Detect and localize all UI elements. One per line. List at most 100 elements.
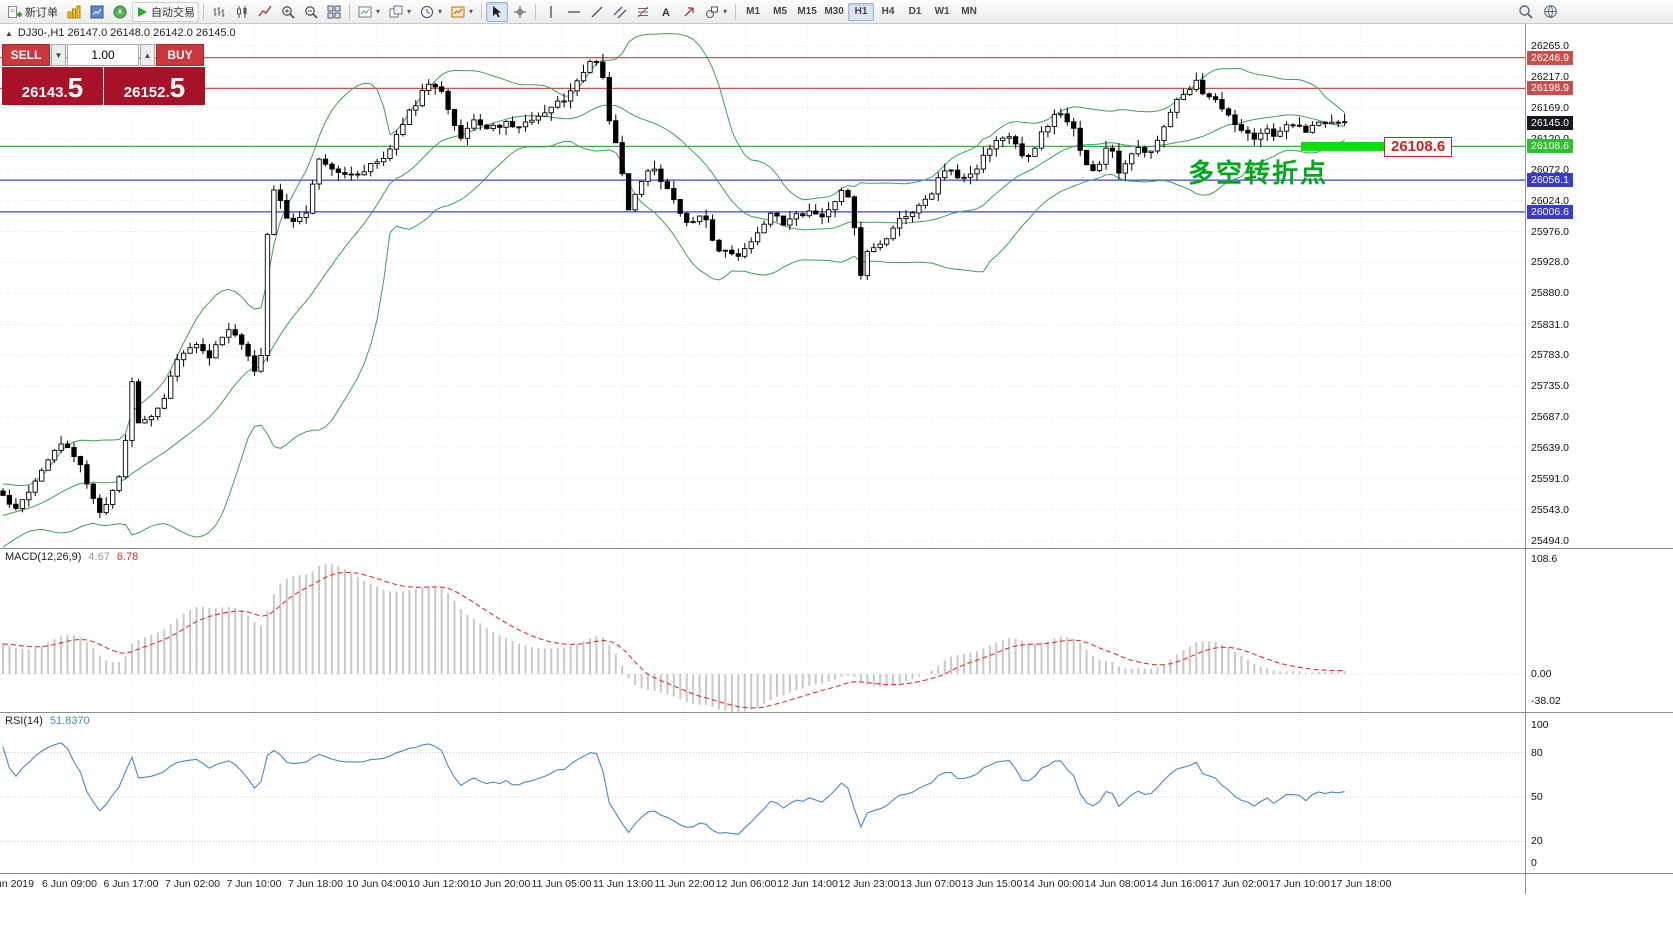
timeframe-button-m5[interactable]: M5 bbox=[767, 3, 793, 21]
macd-header: MACD(12,26,9) 4.67 6.78 bbox=[5, 551, 138, 563]
volume-input[interactable] bbox=[67, 44, 139, 66]
shapes-icon bbox=[706, 6, 719, 18]
time-axis[interactable]: 5 Jun 2019 6 Jun 09:00 6 Jun 17:00 7 Jun 02… bbox=[0, 874, 1673, 894]
time-axis-label: 11 Jun 13:00 bbox=[593, 878, 653, 890]
macd-main-value: 4.67 bbox=[88, 551, 110, 563]
zoom-in-icon bbox=[282, 5, 295, 19]
community-button[interactable] bbox=[1539, 2, 1562, 22]
rsi-axis-label: 50 bbox=[1531, 791, 1543, 803]
rsi-header: RSI(14) 51.8370 bbox=[5, 715, 90, 727]
sell-price-display[interactable]: 26143. 5 bbox=[2, 67, 103, 105]
time-axis-label: 13 Jun 07:00 bbox=[900, 878, 961, 890]
vertical-line-icon bbox=[550, 5, 552, 18]
text-tool-button[interactable]: A bbox=[655, 2, 677, 22]
candlestick-chart-icon bbox=[237, 5, 247, 18]
macd-axis-label: -38.02 bbox=[1531, 695, 1561, 707]
timeframe-button-d1[interactable]: D1 bbox=[902, 3, 928, 21]
zoom-in-button[interactable] bbox=[277, 2, 299, 22]
new-order-button[interactable]: 新订单 bbox=[3, 2, 62, 22]
macd-signal-value: 6.78 bbox=[116, 551, 139, 563]
crosshair-tool-button[interactable] bbox=[509, 2, 531, 22]
toolbar-separator bbox=[535, 3, 537, 20]
toolbar-separator bbox=[349, 3, 350, 20]
rsi-chart[interactable] bbox=[0, 713, 1525, 873]
candlestick-chart[interactable] bbox=[0, 24, 1525, 548]
periods-button[interactable]: ▾ bbox=[416, 2, 446, 22]
price-axis-label: 25928.0 bbox=[1531, 256, 1569, 268]
rsi-axis-label: 0 bbox=[1531, 857, 1537, 869]
zoom-out-button[interactable] bbox=[300, 2, 322, 22]
autotrade-label: 自动交易 bbox=[151, 6, 195, 19]
volume-down-button[interactable]: ▼ bbox=[51, 44, 66, 66]
one-click-toggle-arrow[interactable]: ▲ bbox=[5, 28, 13, 38]
time-axis-label: 7 Jun 18:00 bbox=[288, 878, 343, 890]
rsi-axis-label: 100 bbox=[1531, 719, 1549, 731]
sell-button[interactable]: SELL bbox=[2, 44, 50, 66]
price-axis[interactable]: 26265.026217.026169.026120.026072.026024… bbox=[1525, 24, 1673, 548]
shapes-tool-button[interactable]: ▾ bbox=[701, 2, 731, 22]
time-axis-label: 5 Jun 2019 bbox=[0, 878, 34, 890]
rsi-axis: 100 80 50 20 0 bbox=[1525, 713, 1673, 873]
timeframe-button-m15[interactable]: M15 bbox=[794, 3, 820, 21]
buy-button[interactable]: BUY bbox=[156, 44, 204, 66]
price-axis-label: 26169.0 bbox=[1531, 102, 1569, 114]
rsi-axis-label: 20 bbox=[1531, 835, 1543, 847]
volume-up-button[interactable]: ▲ bbox=[140, 44, 155, 66]
macd-name: MACD(12,26,9) bbox=[5, 551, 82, 563]
timeframe-button-h4[interactable]: H4 bbox=[875, 3, 901, 21]
timeframe-button-m1[interactable]: M1 bbox=[740, 3, 766, 21]
bottom-filler bbox=[0, 894, 1673, 950]
vertical-line-tool-button[interactable] bbox=[540, 2, 562, 22]
navigator-button[interactable] bbox=[109, 2, 131, 22]
line-chart-button[interactable] bbox=[254, 2, 276, 22]
buy-price-display[interactable]: 26152. 5 bbox=[104, 67, 205, 105]
window-layout-button[interactable]: ▾ bbox=[385, 2, 415, 22]
time-axis-label: 14 Jun 16:00 bbox=[1146, 878, 1207, 890]
tile-windows-button[interactable] bbox=[323, 2, 345, 22]
channel-tool-button[interactable] bbox=[609, 2, 631, 22]
time-axis-label: 7 Jun 02:00 bbox=[165, 878, 220, 890]
search-button[interactable] bbox=[1514, 2, 1537, 22]
channel-icon bbox=[613, 6, 627, 18]
cursor-tool-button[interactable] bbox=[486, 1, 509, 22]
main-chart-pane[interactable]: ▲ DJ30-,H1 26147.0 26148.0 26142.0 26145… bbox=[0, 24, 1673, 549]
time-axis-label: 11 Jun 22:00 bbox=[654, 878, 715, 890]
templates-button[interactable]: ▾ bbox=[447, 2, 477, 22]
profiles-icon bbox=[67, 5, 81, 18]
trade-panel-prices: 26143. 5 26152. 5 bbox=[2, 67, 205, 105]
timeframe-button-m30[interactable]: M30 bbox=[821, 3, 847, 21]
profiles-button[interactable] bbox=[63, 2, 85, 22]
time-axis-label: 12 Jun 06:00 bbox=[715, 878, 777, 890]
time-axis-label: 14 Jun 00:00 bbox=[1023, 878, 1084, 890]
timeframe-group: M1 M5 M15 M30 H1 H4 D1 W1 MN bbox=[740, 2, 982, 21]
timeframe-button-w1[interactable]: W1 bbox=[929, 3, 955, 21]
zoom-out-icon bbox=[305, 5, 318, 19]
horizontal-line-tool-button[interactable] bbox=[563, 2, 585, 22]
rsi-pane[interactable]: RSI(14) 51.8370 100 80 50 20 0 bbox=[0, 713, 1673, 874]
candlestick-chart-button[interactable] bbox=[231, 2, 253, 22]
new-chart-button[interactable]: ▾ bbox=[354, 2, 384, 22]
bar-chart-button[interactable] bbox=[208, 2, 230, 22]
market-watch-button[interactable] bbox=[86, 2, 108, 22]
arrow-icon bbox=[684, 6, 694, 16]
timeframe-button-mn[interactable]: MN bbox=[956, 3, 982, 21]
time-axis-label: 10 Jun 20:00 bbox=[469, 878, 531, 890]
timeframe-button-h1[interactable]: H1 bbox=[848, 2, 875, 21]
macd-axis-label: 0.00 bbox=[1531, 668, 1552, 680]
trendline-icon bbox=[591, 6, 603, 17]
sell-price-big-digit: 5 bbox=[67, 72, 84, 104]
time-axis-label: 7 Jun 10:00 bbox=[226, 878, 282, 890]
rsi-value: 51.8370 bbox=[49, 715, 90, 727]
trendline-tool-button[interactable] bbox=[586, 2, 608, 22]
arrows-tool-button[interactable] bbox=[678, 2, 700, 22]
price-axis-label: 25543.0 bbox=[1531, 504, 1569, 516]
clock-icon bbox=[421, 5, 434, 18]
macd-pane[interactable]: MACD(12,26,9) 4.67 6.78 108.6 0.00 -38.02 bbox=[0, 549, 1673, 713]
price-axis-badge: 26145.0 bbox=[1527, 116, 1573, 130]
price-axis-label: 26265.0 bbox=[1531, 40, 1569, 52]
macd-axis: 108.6 0.00 -38.02 bbox=[1525, 549, 1673, 712]
time-axis-label: 17 Jun 02:00 bbox=[1207, 878, 1269, 890]
macd-chart[interactable] bbox=[0, 549, 1525, 712]
autotrade-button[interactable]: 自动交易 bbox=[132, 1, 199, 22]
fibonacci-tool-button[interactable] bbox=[632, 2, 654, 22]
